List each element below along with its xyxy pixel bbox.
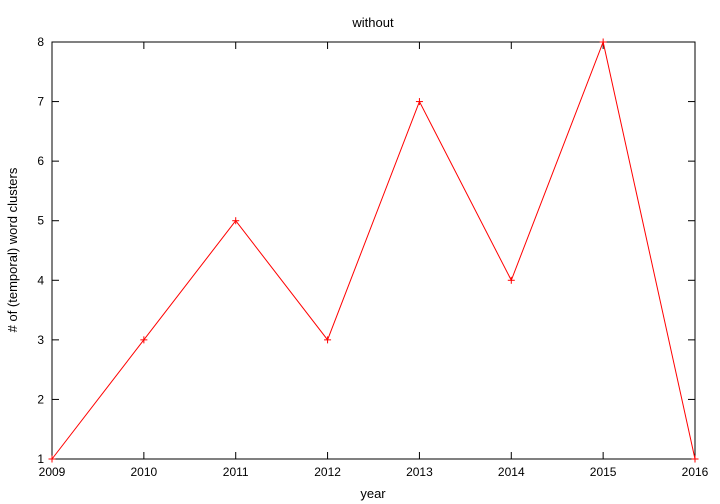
y-tick-label: 3 <box>37 333 44 347</box>
y-tick-label: 6 <box>37 154 44 168</box>
y-tick-label: 8 <box>37 35 44 49</box>
x-axis-label: year <box>360 486 386 501</box>
x-tick-label: 2013 <box>406 465 433 479</box>
data-point-marker <box>324 336 332 344</box>
series-layer <box>48 38 699 463</box>
y-tick-label: 4 <box>37 273 44 287</box>
y-axis: 1 2 3 4 5 6 7 8 <box>37 35 695 466</box>
data-point-marker <box>232 217 240 225</box>
x-tick-label: 2015 <box>590 465 617 479</box>
y-tick-label: 1 <box>37 452 44 466</box>
data-point-marker <box>415 98 423 106</box>
series-line <box>51 40 696 460</box>
x-tick-label: 2014 <box>498 465 525 479</box>
chart-title: without <box>351 15 394 30</box>
x-axis: 2009 2010 2011 2012 2013 2014 2015 2016 <box>39 42 709 479</box>
y-tick-label: 2 <box>37 392 44 406</box>
data-point-marker <box>507 276 515 284</box>
data-point-marker <box>140 336 148 344</box>
y-tick-label: 7 <box>37 95 44 109</box>
x-tick-label: 2009 <box>39 465 66 479</box>
data-point-marker <box>48 455 56 463</box>
x-tick-label: 2016 <box>682 465 709 479</box>
x-tick-label: 2011 <box>223 465 249 479</box>
plot-frame <box>51 41 696 460</box>
y-axis-label: # of (temporal) word clusters <box>5 167 20 332</box>
x-tick-label: 2010 <box>131 465 158 479</box>
x-tick-label: 2012 <box>314 465 341 479</box>
data-point-marker <box>599 38 607 46</box>
data-point-marker <box>691 455 699 463</box>
y-tick-label: 5 <box>37 214 44 228</box>
